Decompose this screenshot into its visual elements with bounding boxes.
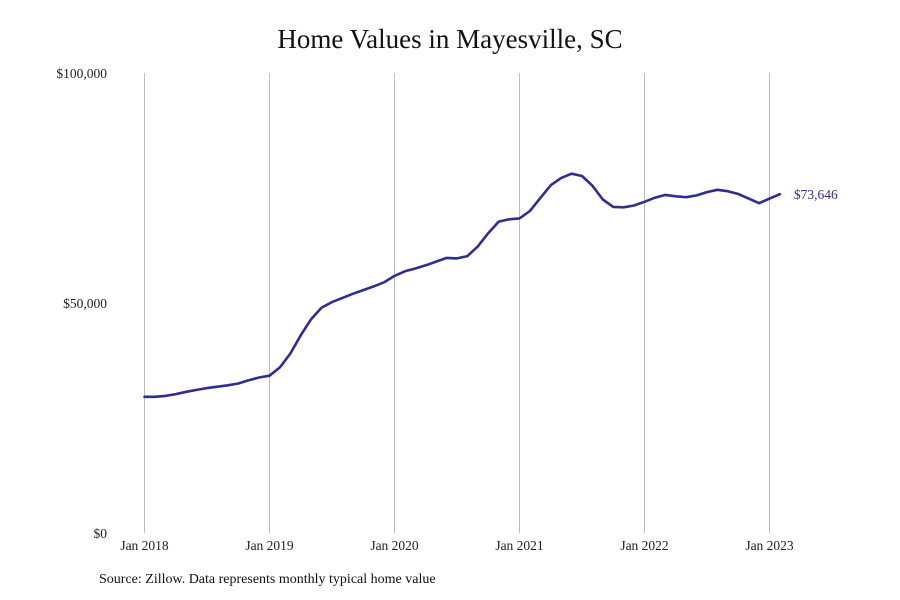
- y-tick-label: $100,000: [56, 66, 107, 81]
- y-tick-label: $0: [94, 526, 108, 541]
- end-value-label: $73,646: [794, 187, 838, 202]
- x-axis-ticks: Jan 2018 Jan 2019 Jan 2020 Jan 2021 Jan 2022…: [120, 538, 794, 553]
- x-tick-label: Jan 2020: [370, 538, 419, 553]
- series-group: $73,646: [143, 172, 838, 399]
- gridlines: [144, 73, 770, 533]
- series-line: [143, 172, 782, 399]
- y-tick-label: $50,000: [63, 296, 107, 311]
- x-tick-label: Jan 2023: [745, 538, 794, 553]
- source-note: Source: Zillow. Data represents monthly …: [99, 572, 436, 587]
- x-tick-label: Jan 2019: [245, 538, 294, 553]
- y-axis-ticks: $0 $50,000 $100,000: [56, 66, 107, 541]
- x-tick-label: Jan 2021: [495, 538, 543, 553]
- x-tick-label: Jan 2022: [620, 538, 668, 553]
- chart-title: Home Values in Mayesville, SC: [277, 24, 623, 54]
- x-tick-label: Jan 2018: [120, 538, 169, 553]
